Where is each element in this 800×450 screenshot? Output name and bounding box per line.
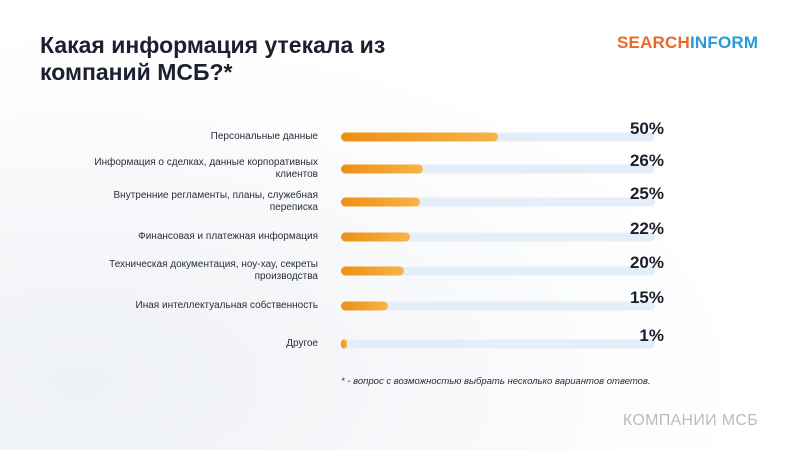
bar bbox=[341, 132, 498, 142]
footer-label: КОМПАНИИ МСБ bbox=[622, 412, 758, 429]
bar bbox=[341, 232, 411, 242]
bar-row: Информация о сделках, данные корпоративн… bbox=[0, 151, 800, 184]
bar-row: Иная интеллектуальная собственность 15% bbox=[0, 288, 800, 321]
value-label: 1% bbox=[639, 326, 664, 345]
page-title: Какая информация утекала из компаний МСБ… bbox=[40, 32, 386, 85]
bar-row: Другое 1% bbox=[0, 326, 800, 359]
category-label: Информация о сделках, данные корпоративн… bbox=[94, 157, 318, 180]
bar-track bbox=[341, 132, 655, 142]
value-label: 26% bbox=[629, 151, 664, 170]
category-label: Другое bbox=[286, 338, 318, 349]
bar bbox=[341, 164, 423, 174]
value-label: 25% bbox=[629, 184, 664, 203]
logo-part-inform: INFORM bbox=[690, 33, 759, 52]
value-label: 15% bbox=[629, 288, 664, 307]
bar-track bbox=[341, 232, 655, 242]
value-label: 50% bbox=[629, 119, 664, 138]
bar-track bbox=[341, 164, 655, 174]
bar-track bbox=[341, 266, 655, 276]
category-label: Внутренние регламенты, планы, служебная … bbox=[113, 190, 319, 213]
bar-row: Внутренние регламенты, планы, служебная … bbox=[0, 184, 800, 217]
bar-row: Техническая документация, ноу-хау, секре… bbox=[0, 253, 800, 286]
bar-track bbox=[341, 197, 655, 207]
category-label: Техническая документация, ноу-хау, секре… bbox=[109, 259, 318, 282]
bar bbox=[341, 301, 389, 311]
bar bbox=[341, 266, 404, 276]
bar-row: Персональные данные 50% bbox=[0, 119, 800, 152]
footnote: * - вопрос с возможностью выбрать нескол… bbox=[341, 376, 651, 387]
category-label: Финансовая и платежная информация bbox=[138, 231, 318, 242]
bar-track bbox=[341, 301, 655, 311]
bar bbox=[341, 197, 420, 207]
searchinform-logo: SEARCHINFORM bbox=[617, 33, 758, 53]
bar-row: Финансовая и платежная информация 22% bbox=[0, 219, 800, 252]
value-label: 20% bbox=[629, 253, 664, 272]
bar-track bbox=[341, 339, 655, 349]
value-label: 22% bbox=[629, 219, 664, 238]
category-label: Персональные данные bbox=[210, 131, 318, 142]
logo-part-search: SEARCH bbox=[617, 33, 690, 52]
category-label: Иная интеллектуальная собственность bbox=[135, 300, 318, 311]
bar bbox=[341, 339, 347, 349]
